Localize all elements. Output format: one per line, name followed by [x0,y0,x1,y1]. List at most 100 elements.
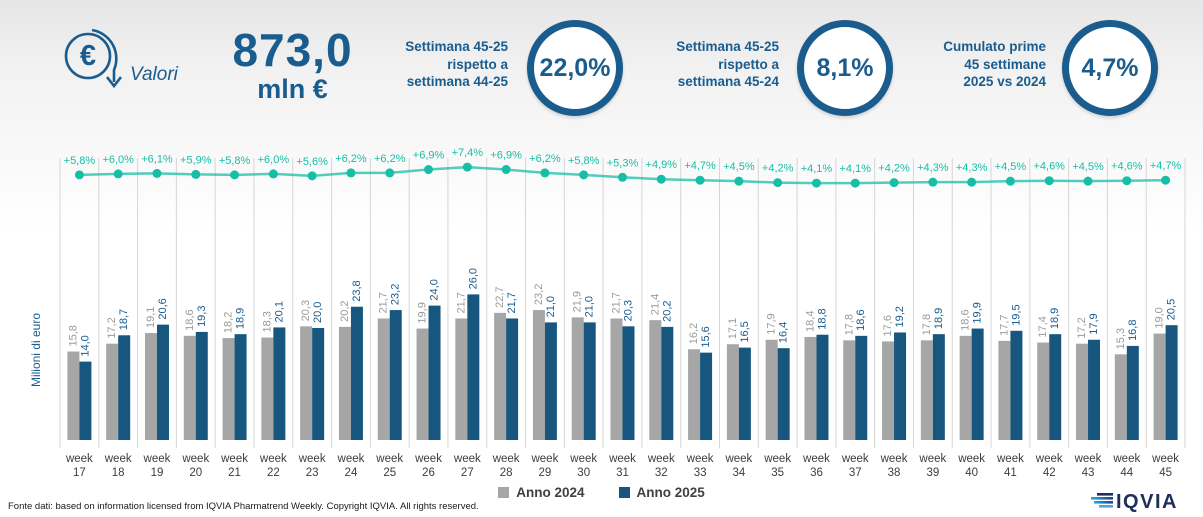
bar-value-label: 17,4 [1037,316,1049,337]
trend-point [462,162,472,172]
x-axis-label: week 36 [802,453,830,479]
trend-point [967,177,977,187]
bar-value-label: 19,3 [196,305,208,326]
bar-2024-week-20 [183,335,196,440]
kpi-week-vs-prev-year-value: 8,1% [797,20,893,116]
bar-value-label: 17,8 [843,314,855,335]
bar-value-label: 18,2 [223,312,235,333]
x-axis-label: week 28 [492,453,520,479]
x-axis-label: week 42 [1035,453,1063,479]
total-value-number: 873,0 [232,24,353,76]
bar-2025-week-36 [816,334,829,440]
trend-point-label: +5,3% [607,157,639,169]
bar-value-label: 26,0 [467,268,479,289]
bar-value-label: 23,8 [351,280,363,301]
bar-2025-week-43 [1088,339,1101,440]
svg-text:IQVIA: IQVIA [1116,491,1178,513]
bar-2024-week-21 [222,338,235,440]
bar-2024-week-39 [920,340,933,440]
bar-2024-week-41 [998,340,1011,440]
trend-point-label: +6,2% [374,153,406,165]
bar-value-label: 15,6 [700,326,712,347]
bar-2025-week-30 [583,322,596,440]
bar-2025-week-28 [506,318,519,440]
x-axis-label: week 27 [453,453,481,479]
x-axis-label: week 45 [1151,453,1179,479]
bar-2024-week-23 [300,326,313,440]
trend-point-label: +6,2% [529,153,561,165]
bar-value-label: 20,2 [661,300,673,321]
x-axis-label: week 40 [957,453,985,479]
bar-value-label: 15,8 [67,325,79,346]
bar-value-label: 18,3 [261,311,273,332]
bar-2025-week-37 [855,335,868,440]
kpi-value: 8,1% [816,53,874,82]
bar-value-label: 18,4 [804,311,816,332]
trend-point [191,169,201,179]
trend-point [1005,176,1015,186]
bar-value-label: 23,2 [390,284,402,305]
kpi-label-line: 45 settimane [964,56,1046,72]
legend-label: Anno 2024 [516,485,585,500]
kpi-label-line: settimana 44-25 [406,74,508,90]
bar-2025-week-32 [661,326,674,440]
trend-point-label: +6,9% [490,150,522,162]
bar-value-label: 15,3 [1115,328,1127,349]
bar-value-label: 21,7 [611,292,623,313]
bar-value-label: 18,6 [960,309,972,330]
bar-value-label: 18,7 [118,309,130,330]
trend-point-label: +4,3% [956,162,988,174]
trend-point [230,170,240,180]
trend-point [113,169,123,179]
kpi-label-line: rispetto a [447,56,508,72]
bar-2024-week-36 [804,336,817,440]
bar-value-label: 23,2 [533,284,545,305]
bar-2024-week-24 [338,326,351,440]
kpi-cumulative-value: 4,7% [1062,20,1158,116]
bar-2025-week-41 [1010,330,1023,440]
trend-point-label: +5,8% [219,155,251,167]
kpi-label-line: Settimana 45-25 [405,39,508,54]
bar-2024-week-26 [416,328,429,440]
bar-value-label: 17,9 [766,313,778,334]
bar-2024-week-17 [67,351,80,440]
kpi-cumulative-label: Cumulato prime 45 settimane 2025 vs 2024 [924,38,1046,91]
bar-2024-week-37 [843,340,856,440]
x-axis-label: week 44 [1112,453,1140,479]
bar-value-label: 21,7 [506,292,518,313]
legend-swatch-2024 [498,487,510,498]
bar-value-label: 19,0 [1154,307,1166,328]
x-axis-label: week 25 [375,453,403,479]
bar-value-label: 20,5 [1166,299,1178,320]
x-axis-label: week 22 [259,453,287,479]
bar-value-label: 20,2 [339,300,351,321]
bar-2024-week-34 [726,344,739,440]
bar-2025-week-24 [350,306,363,440]
bar-2025-week-17 [79,361,92,440]
trend-point-label: +4,3% [917,162,949,174]
bar-2024-week-35 [765,339,778,440]
trend-point-label: +6,0% [258,154,290,166]
trend-point-label: +6,0% [102,154,134,166]
trend-point [618,172,627,182]
bar-value-label: 21,0 [545,296,557,317]
bar-2024-week-32 [649,320,662,440]
kpi-week-vs-prev-week-value: 22,0% [527,20,623,116]
bar-value-label: 19,5 [1010,304,1022,325]
bar-2024-week-29 [532,310,545,440]
trend-point-label: +4,2% [878,163,910,175]
bar-2024-week-44 [1114,354,1127,440]
trend-point-label: +4,1% [840,163,872,175]
trend-point [656,174,666,184]
bar-value-label: 19,9 [972,302,984,323]
x-axis-label: week 26 [414,453,442,479]
trend-point [579,170,589,180]
x-axis-label: week 32 [647,453,675,479]
bar-2024-week-38 [882,341,895,440]
trend-point [152,168,162,178]
bar-2024-week-40 [959,335,972,440]
bar-2025-week-26 [428,305,441,440]
x-axis-label: week 23 [298,453,326,479]
trend-point-label: +6,9% [413,150,445,162]
bar-2025-week-29 [544,322,557,440]
